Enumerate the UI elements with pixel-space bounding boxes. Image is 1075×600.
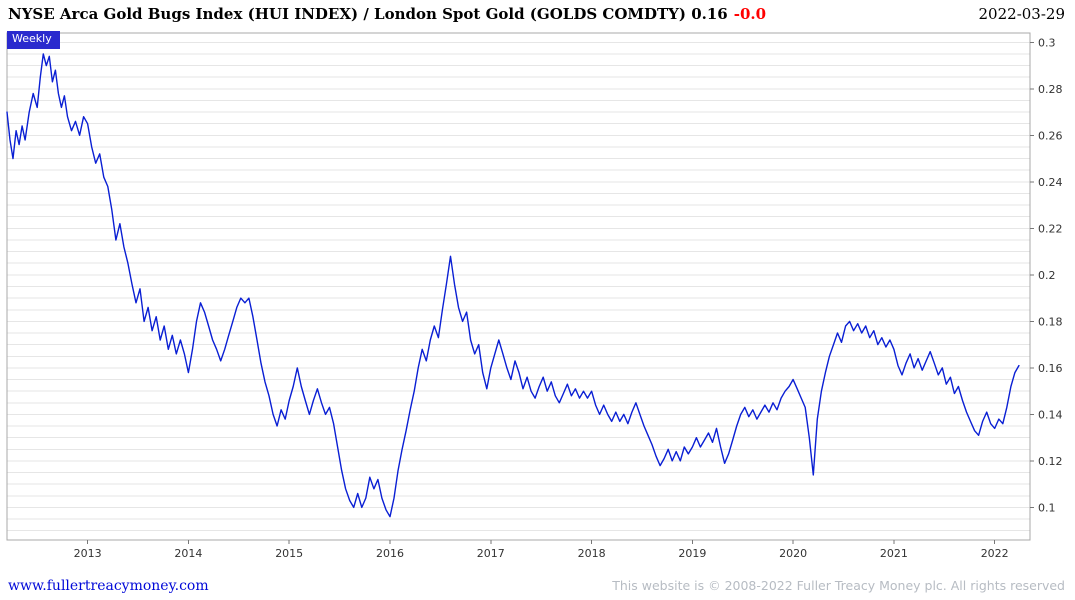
svg-text:2014: 2014 [174, 547, 202, 560]
svg-text:2019: 2019 [678, 547, 706, 560]
svg-text:0.28: 0.28 [1038, 83, 1063, 96]
svg-text:2020: 2020 [779, 547, 807, 560]
copyright-text: This website is © 2008-2022 Fuller Treac… [612, 578, 1065, 593]
svg-text:2013: 2013 [74, 547, 102, 560]
svg-text:0.14: 0.14 [1038, 408, 1063, 421]
frequency-badge: Weekly [7, 31, 60, 49]
svg-text:2015: 2015 [275, 547, 303, 560]
chart-date: 2022-03-29 [978, 5, 1065, 23]
site-link[interactable]: www.fullertreacymoney.com [8, 578, 209, 594]
svg-text:2022: 2022 [981, 547, 1009, 560]
chart-change: -0.0 [733, 5, 767, 23]
chart-header: NYSE Arca Gold Bugs Index (HUI INDEX) / … [8, 5, 1067, 27]
svg-text:0.2: 0.2 [1038, 269, 1056, 282]
svg-text:2016: 2016 [376, 547, 404, 560]
svg-text:0.24: 0.24 [1038, 176, 1063, 189]
svg-text:0.26: 0.26 [1038, 129, 1063, 142]
svg-text:2017: 2017 [477, 547, 505, 560]
svg-text:2021: 2021 [880, 547, 908, 560]
svg-text:0.16: 0.16 [1038, 362, 1063, 375]
svg-text:0.12: 0.12 [1038, 455, 1063, 468]
svg-text:0.18: 0.18 [1038, 315, 1063, 328]
svg-text:0.1: 0.1 [1038, 501, 1056, 514]
svg-text:0.22: 0.22 [1038, 222, 1063, 235]
svg-text:2018: 2018 [578, 547, 606, 560]
chart-title: NYSE Arca Gold Bugs Index (HUI INDEX) / … [8, 5, 728, 23]
chart-svg: 2013 2014 2015 2016 2017 2018 2019 2020 2021 2022… [6, 32, 1063, 560]
footer: www.fullertreacymoney.com This website i… [0, 574, 1075, 594]
svg-text:0.3: 0.3 [1038, 36, 1056, 49]
